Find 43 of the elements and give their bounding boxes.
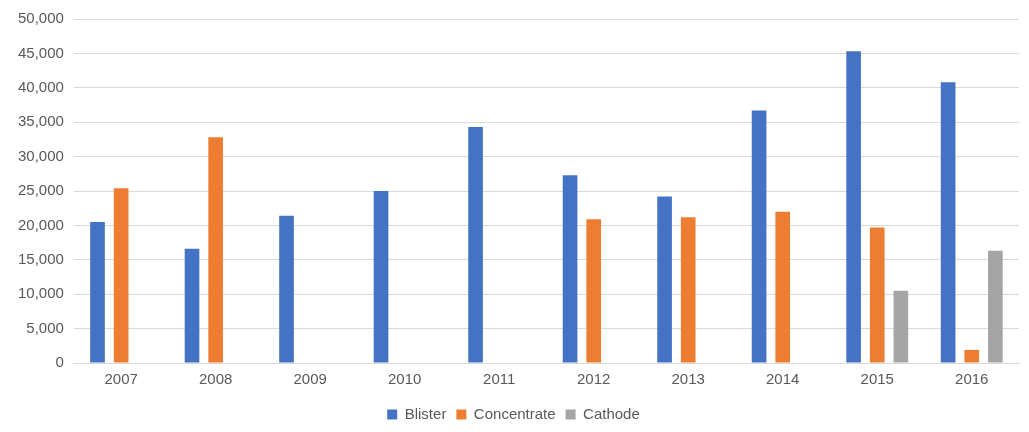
x-tick-label: 2016: [955, 370, 989, 388]
bar: [680, 217, 696, 363]
y-tick-label: 35,000: [17, 112, 64, 130]
y-tick-label: 0: [55, 353, 64, 371]
y-tick-label: 45,000: [17, 43, 64, 61]
bar: [586, 219, 602, 363]
x-tick-label: 2009: [293, 370, 327, 388]
bar: [751, 110, 767, 363]
bar: [964, 349, 980, 363]
y-tick-label: 5,000: [26, 318, 64, 336]
bar: [775, 211, 791, 363]
bar: [468, 127, 483, 363]
bar: [562, 175, 578, 363]
y-tick-label: 20,000: [17, 215, 64, 233]
legend-label: Blister: [404, 404, 447, 422]
legend-label: Concentrate: [473, 404, 556, 422]
legend-label: Cathode: [583, 404, 640, 422]
bar: [940, 82, 956, 363]
bar: [988, 250, 1003, 363]
bar: [208, 137, 223, 363]
x-tick-label: 2014: [766, 370, 800, 388]
bar: [90, 221, 105, 363]
y-tick-label: 10,000: [17, 284, 64, 302]
bar: [893, 290, 909, 363]
bar: [279, 215, 294, 363]
y-tick-label: 25,000: [17, 181, 64, 199]
y-tick-label: 30,000: [17, 146, 64, 164]
x-tick-label: 2010: [387, 370, 422, 388]
y-tick-label: 15,000: [17, 249, 64, 267]
x-tick-label: 2007: [104, 370, 138, 388]
x-tick-label: 2008: [198, 370, 233, 388]
x-tick-label: 2015: [860, 370, 894, 388]
bar: [184, 248, 200, 363]
bar: [113, 188, 129, 363]
y-tick-label: 40,000: [17, 77, 64, 95]
y-tick-label: 50,000: [17, 9, 64, 27]
bar: [869, 227, 885, 363]
x-tick-label: 2013: [671, 370, 705, 388]
bar: [657, 196, 672, 363]
bar: [846, 51, 861, 363]
x-tick-label: 2012: [577, 370, 611, 388]
bar: [373, 191, 389, 363]
x-tick-label: 2011: [483, 370, 516, 388]
